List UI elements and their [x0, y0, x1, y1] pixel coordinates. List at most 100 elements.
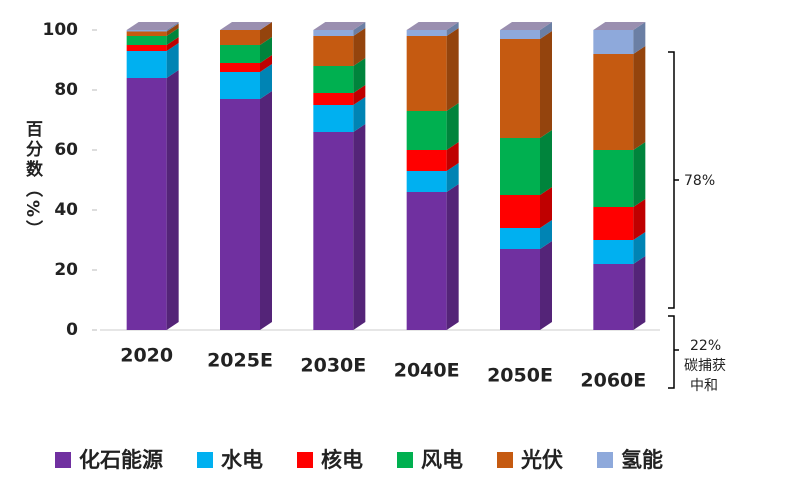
bar-segment [406, 30, 447, 36]
bar-side [446, 142, 459, 171]
y-tick-label: 100 [43, 20, 79, 40]
bar-side [353, 97, 366, 132]
bar-segment [126, 45, 167, 51]
bar-segment [500, 30, 540, 39]
bar-side [353, 85, 366, 105]
annotation: 78% [684, 173, 715, 189]
bar-segment [406, 192, 447, 330]
bar-side [633, 22, 646, 54]
bar-side [633, 232, 646, 264]
bar-segment [313, 132, 354, 330]
bar-side [353, 124, 366, 330]
bar-side [540, 22, 552, 39]
bar-segment [406, 150, 447, 171]
y-tick-label: 20 [54, 260, 78, 280]
legend-label: 风电 [421, 448, 463, 472]
bar-side [353, 28, 366, 66]
annotation: 中和 [690, 378, 718, 394]
bar-side [260, 37, 272, 63]
bar-side [166, 22, 179, 32]
bar-segment [220, 72, 260, 99]
bar-segment [220, 99, 260, 330]
bar-side [540, 130, 552, 195]
y-tick-label: 80 [54, 80, 78, 100]
bar-side [260, 91, 272, 330]
legend-swatch [497, 452, 513, 468]
bar-segment [500, 195, 540, 228]
bar-side [260, 55, 272, 72]
bar-top [126, 22, 179, 30]
legend-swatch [197, 452, 213, 468]
bar-side [260, 22, 272, 45]
bar-side [166, 43, 179, 78]
bar-side [260, 64, 272, 99]
x-tick-label: 2030E [300, 355, 366, 377]
bar-side [166, 37, 179, 51]
bar-side [166, 23, 179, 36]
bar-side [353, 22, 366, 36]
bar-segment [126, 30, 167, 32]
bar-segment [593, 240, 634, 264]
bar-segment [126, 36, 167, 45]
x-tick-label: 2040E [394, 360, 460, 382]
bar-segment [593, 150, 634, 207]
bar-side [540, 187, 552, 228]
legend-label: 核电 [321, 448, 363, 472]
bar-top [593, 22, 646, 30]
annotation: 碳捕获 [684, 358, 726, 374]
bar-top [406, 22, 459, 30]
y-tick-label: 60 [54, 140, 78, 160]
legend-swatch [397, 452, 413, 468]
bar-segment [313, 66, 354, 93]
bar-side [166, 28, 179, 45]
bar-segment [313, 30, 354, 36]
bar-segment [500, 249, 540, 330]
bar-segment [406, 171, 447, 192]
bar-side [633, 199, 646, 240]
legend-label: 化石能源 [79, 448, 163, 472]
bar-segment [593, 207, 634, 240]
bar-side [633, 142, 646, 207]
x-tick-label: 2020 [120, 345, 173, 367]
bar-segment [593, 54, 634, 150]
bar-side [540, 31, 552, 138]
bar-side [633, 46, 646, 150]
bar-side [446, 163, 459, 192]
bar-segment [406, 36, 447, 111]
y-tick-label: 0 [66, 320, 78, 340]
bar-segment [593, 264, 634, 330]
bar-side [540, 241, 552, 330]
bar-side [446, 184, 459, 330]
bar-segment [313, 93, 354, 105]
bar-segment [126, 51, 167, 78]
bar-top [220, 22, 272, 30]
bar-top [313, 22, 366, 30]
legend-swatch [55, 452, 71, 468]
bar-segment [500, 39, 540, 138]
annotation: 22% [690, 338, 721, 354]
bar-segment [313, 105, 354, 132]
y-tick-label: 40 [54, 200, 78, 220]
x-tick-label: 2050E [487, 365, 553, 387]
bar-side [446, 103, 459, 150]
bar-side [446, 28, 459, 111]
bar-top [500, 22, 552, 30]
bar-segment [220, 45, 260, 63]
bar-side [540, 220, 552, 249]
bar-segment [500, 228, 540, 249]
legend-swatch [297, 452, 313, 468]
bar-segment [220, 63, 260, 72]
bar-side [166, 70, 179, 330]
bar-side [446, 22, 459, 36]
legend-label: 氢能 [621, 448, 663, 472]
bar-side [633, 256, 646, 330]
bar-segment [406, 111, 447, 150]
bar-segment [126, 31, 167, 36]
bracket [668, 315, 679, 389]
bar-segment [220, 30, 260, 45]
legend-label: 水电 [221, 448, 263, 472]
bar-segment [126, 78, 167, 330]
bar-side [353, 58, 366, 93]
bracket [668, 51, 679, 309]
